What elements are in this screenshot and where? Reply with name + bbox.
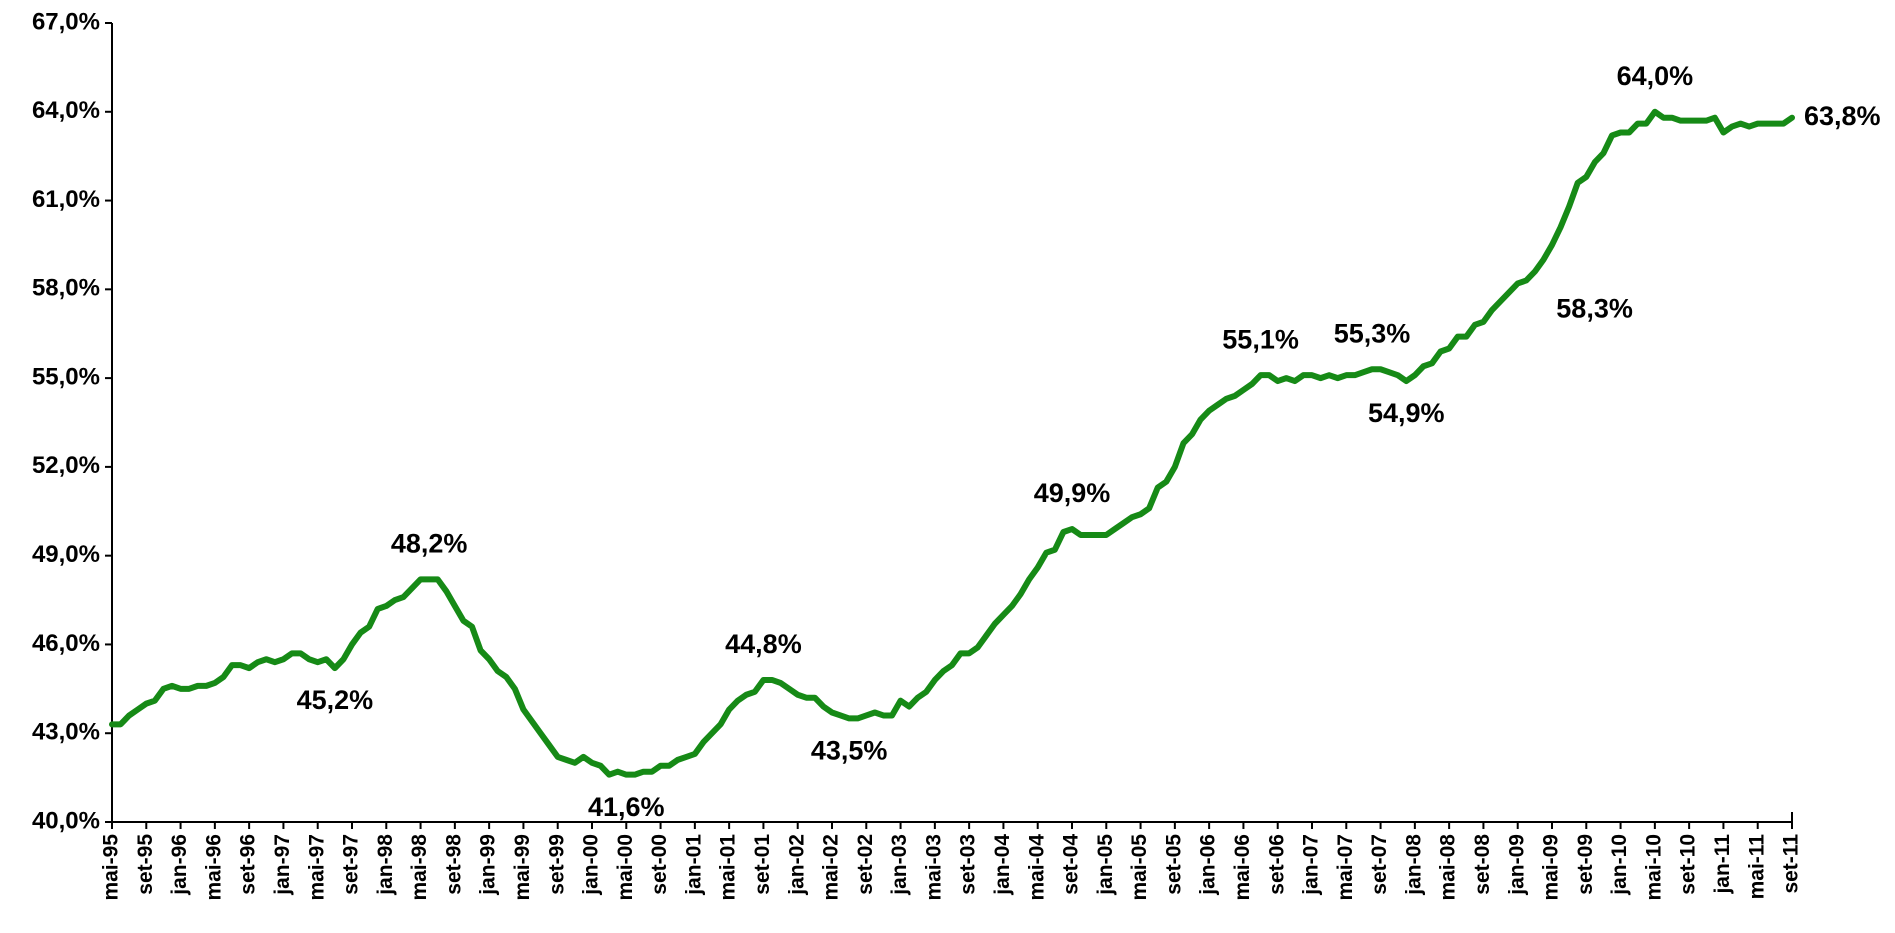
y-tick-label: 64,0%: [32, 97, 100, 124]
x-tick-label: set-11: [1780, 834, 1803, 894]
x-tick-label: mai-04: [1025, 834, 1048, 901]
x-tick-label: mai-05: [1128, 834, 1151, 901]
data-label: 64,0%: [1617, 61, 1694, 91]
x-tick-label: mai-08: [1437, 834, 1460, 901]
x-tick-label: mai-07: [1334, 834, 1357, 901]
data-label: 45,2%: [297, 685, 374, 715]
y-tick-label: 67,0%: [32, 8, 100, 35]
x-tick-label: jan-04: [991, 834, 1014, 896]
data-label: 48,2%: [391, 528, 468, 558]
x-tick-label: mai-96: [202, 834, 225, 901]
data-label: 55,3%: [1334, 318, 1411, 348]
x-tick-label: jan-05: [1094, 834, 1117, 896]
x-tick-label: mai-10: [1642, 834, 1665, 901]
x-tick-label: jan-09: [1505, 834, 1528, 896]
x-tick-label: set-95: [134, 834, 157, 895]
data-line: [109, 108, 1795, 778]
x-tick-label: set-07: [1368, 834, 1391, 895]
x-tick-label: set-04: [1060, 834, 1083, 895]
x-tick-label: mai-11: [1745, 834, 1768, 900]
x-tick-label: mai-09: [1540, 834, 1563, 901]
data-label: 44,8%: [725, 629, 802, 659]
x-tick-label: jan-03: [888, 834, 911, 896]
x-tick-label: jan-96: [168, 834, 191, 896]
y-tick-label: 58,0%: [32, 275, 100, 302]
x-tick-label: set-01: [751, 834, 774, 895]
data-label: 41,6%: [588, 792, 665, 822]
data-label: 54,9%: [1368, 398, 1445, 428]
x-tick-label: set-98: [442, 834, 465, 895]
x-tick-label: set-97: [340, 834, 363, 895]
x-tick-label: mai-99: [511, 834, 534, 901]
x-tick-label: mai-98: [408, 834, 431, 901]
x-tick-label: set-03: [957, 834, 980, 895]
x-tick-label: jan-06: [1197, 834, 1220, 896]
x-tick-label: jan-99: [477, 834, 500, 896]
x-tick-label: jan-11: [1711, 834, 1734, 895]
data-label: 43,5%: [811, 736, 888, 766]
y-tick-label: 43,0%: [32, 719, 100, 746]
data-label: 58,3%: [1556, 294, 1633, 324]
x-tick-label: jan-01: [682, 834, 705, 896]
x-tick-label: set-08: [1471, 834, 1494, 895]
x-tick-label: set-06: [1265, 834, 1288, 895]
y-tick-label: 55,0%: [32, 363, 100, 390]
x-tick-label: set-10: [1677, 834, 1700, 895]
y-tick-label: 61,0%: [32, 186, 100, 213]
x-tick-label: jan-07: [1300, 834, 1323, 896]
x-tick-label: set-99: [545, 834, 568, 895]
x-tick-label: mai-06: [1231, 834, 1254, 901]
x-tick-label: jan-10: [1608, 834, 1631, 896]
data-label: 55,1%: [1222, 324, 1299, 354]
x-tick-label: mai-01: [717, 834, 740, 901]
x-tick-label: mai-95: [100, 834, 123, 901]
x-tick-label: jan-08: [1402, 834, 1425, 896]
x-tick-label: set-05: [1162, 834, 1185, 895]
x-tick-label: set-00: [648, 834, 671, 895]
data-label: 49,9%: [1034, 478, 1111, 508]
x-tick-label: set-09: [1574, 834, 1597, 895]
x-tick-label: mai-97: [305, 834, 328, 901]
x-tick-label: jan-97: [271, 834, 294, 896]
data-label: 63,8%: [1804, 101, 1881, 131]
x-tick-label: mai-00: [614, 834, 637, 901]
x-tick-label: mai-03: [922, 834, 945, 901]
x-tick-label: jan-98: [374, 834, 397, 896]
y-tick-label: 40,0%: [32, 807, 100, 834]
x-tick-label: set-02: [854, 834, 877, 895]
y-tick-label: 49,0%: [32, 541, 100, 568]
x-tick-label: jan-00: [580, 834, 603, 896]
x-tick-label: mai-02: [820, 834, 843, 901]
y-tick-label: 46,0%: [32, 630, 100, 657]
x-tick-label: jan-02: [785, 834, 808, 896]
x-tick-label: set-96: [237, 834, 260, 895]
y-tick-label: 52,0%: [32, 452, 100, 479]
